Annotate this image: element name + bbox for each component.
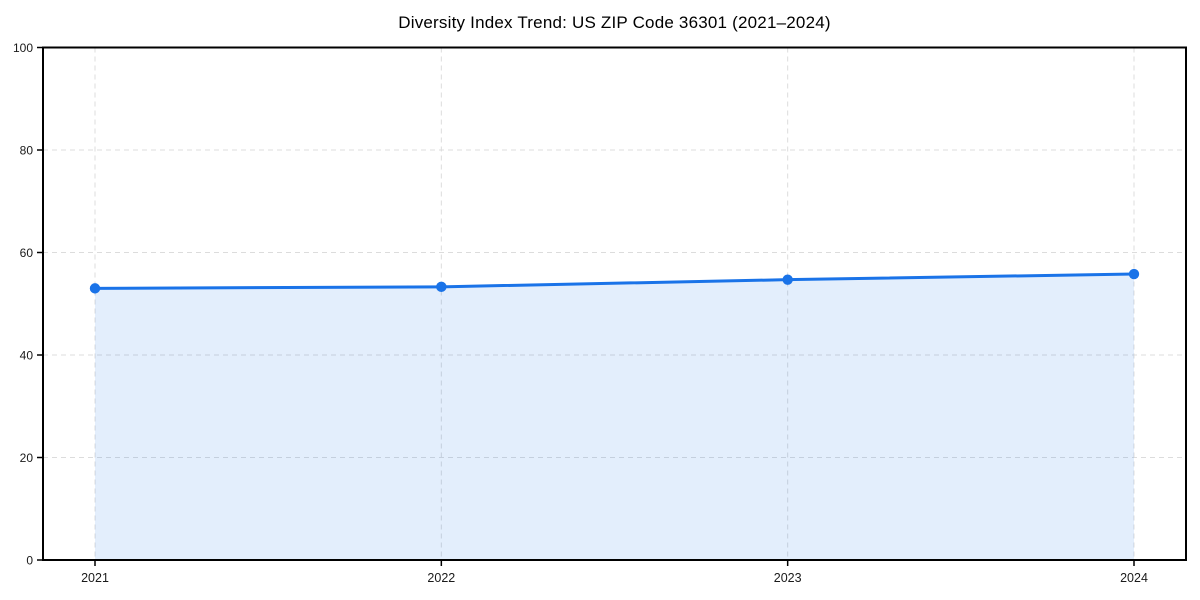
y-tick-label: 80 [20,144,34,158]
data-point [1128,268,1140,280]
y-tick-label: 100 [13,41,33,55]
x-tick-label: 2023 [774,571,802,585]
data-point [436,281,447,293]
data-point [782,274,793,285]
area-fill [95,274,1134,560]
y-tick-label: 0 [26,554,33,568]
y-tick-label: 20 [20,451,34,465]
y-tick-label: 40 [20,349,34,363]
y-tick-label: 60 [20,246,34,260]
chart-title: Diversity Index Trend: US ZIP Code 36301… [398,13,831,32]
x-tick-label: 2022 [427,571,455,585]
x-tick-label: 2024 [1120,571,1148,585]
data-point [89,283,101,294]
x-tick-label: 2021 [81,571,109,585]
trend-line [93,272,1136,290]
plot-border [42,46,1187,561]
